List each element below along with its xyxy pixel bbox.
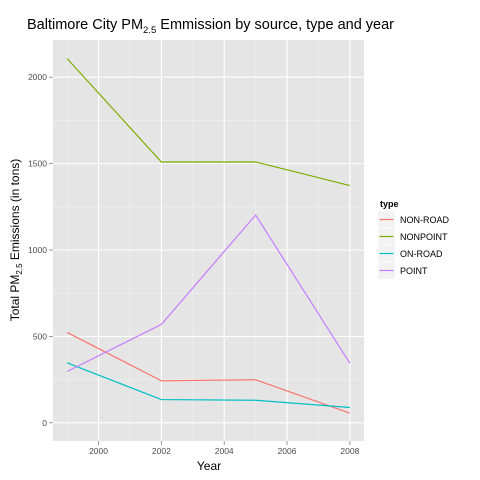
y-tick-label: 0 <box>42 418 47 428</box>
legend-item-point: POINT <box>377 261 428 280</box>
series-lines <box>66 58 351 414</box>
plot-panel <box>53 40 364 441</box>
legend-label: ON-ROAD <box>400 249 443 259</box>
legend: type NON-ROAD NONPOINT ON-ROAD POINT <box>377 199 449 280</box>
x-tick-label: 2002 <box>152 446 171 456</box>
y-tick-label: 2000 <box>28 72 47 82</box>
x-axis-title: Year <box>197 459 221 473</box>
x-tick-label: 2000 <box>89 446 108 456</box>
series-line-on-road <box>66 362 350 409</box>
y-tick-label: 500 <box>33 331 47 341</box>
minor-gridlines <box>53 40 364 441</box>
y-tick-label: 1500 <box>28 159 47 169</box>
x-axis-ticks: 2000 2002 2004 2006 2008 <box>89 441 360 456</box>
series-line-point <box>66 214 351 373</box>
y-axis-ticks: 0 500 1000 1500 2000 <box>28 72 53 428</box>
series-line-nonpoint <box>66 58 351 187</box>
series-line-non-road <box>66 331 351 414</box>
legend-item-nonpoint: NONPOINT <box>377 227 448 246</box>
legend-label: NONPOINT <box>400 232 448 242</box>
x-tick-label: 2004 <box>215 446 234 456</box>
major-gridlines <box>53 40 364 441</box>
legend-item-non-road: NON-ROAD <box>377 210 449 229</box>
y-tick-label: 1000 <box>28 245 47 255</box>
legend-title: type <box>380 199 399 209</box>
legend-label: POINT <box>400 266 428 276</box>
x-tick-label: 2008 <box>340 446 359 456</box>
legend-label: NON-ROAD <box>400 215 449 225</box>
x-tick-label: 2006 <box>278 446 297 456</box>
legend-item-on-road: ON-ROAD <box>377 244 443 263</box>
y-axis-title: Total PM2.5 Emissions (in tons) <box>8 159 24 322</box>
chart-title: Baltimore City PM2.5 Emmission by source… <box>27 17 394 36</box>
